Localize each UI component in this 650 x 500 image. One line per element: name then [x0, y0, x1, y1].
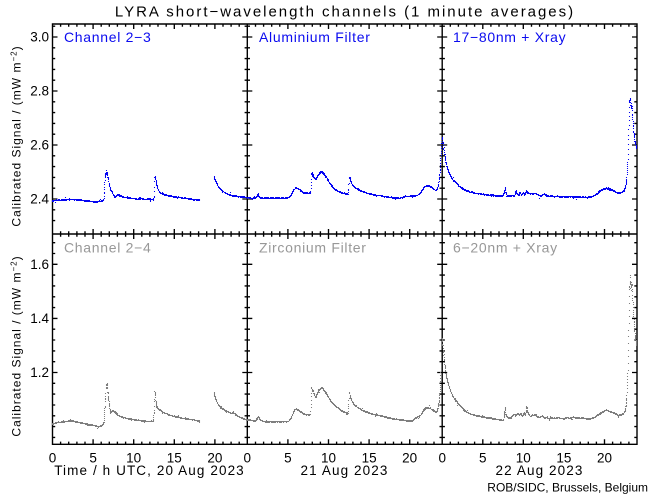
- svg-text:0: 0: [244, 451, 252, 466]
- svg-text:0: 0: [438, 451, 446, 466]
- svg-text:1.2: 1.2: [30, 365, 49, 380]
- svg-text:10: 10: [321, 451, 336, 466]
- svg-text:21 Aug 2023: 21 Aug 2023: [301, 463, 389, 478]
- svg-text:Aluminium Filter: Aluminium Filter: [259, 29, 371, 45]
- svg-text:20: 20: [402, 451, 417, 466]
- svg-text:Calibrated Signal / (mW m−2): Calibrated Signal / (mW m−2): [10, 255, 24, 436]
- svg-text:6−20nm + Xray: 6−20nm + Xray: [453, 240, 558, 256]
- svg-text:Channel 2−3: Channel 2−3: [64, 29, 152, 45]
- svg-text:1.6: 1.6: [30, 257, 49, 272]
- svg-text:Channel 2−4: Channel 2−4: [64, 240, 152, 256]
- svg-text:1.4: 1.4: [30, 311, 49, 326]
- svg-text:17−80nm + Xray: 17−80nm + Xray: [453, 29, 566, 45]
- svg-text:Calibrated Signal / (mW m−2): Calibrated Signal / (mW m−2): [10, 45, 24, 226]
- svg-text:2.6: 2.6: [30, 138, 49, 153]
- svg-text:5: 5: [479, 451, 487, 466]
- svg-text:Zirconium Filter: Zirconium Filter: [259, 240, 367, 256]
- svg-text:5: 5: [284, 451, 292, 466]
- svg-text:LYRA short−wavelength channels: LYRA short−wavelength channels (1 minute…: [115, 4, 575, 21]
- svg-text:20: 20: [207, 451, 222, 466]
- svg-text:2.4: 2.4: [30, 192, 49, 207]
- svg-text:22 Aug 2023: 22 Aug 2023: [496, 463, 584, 478]
- svg-text:10: 10: [516, 451, 531, 466]
- svg-text:0: 0: [49, 451, 57, 466]
- svg-text:20: 20: [597, 451, 612, 466]
- svg-text:15: 15: [556, 451, 571, 466]
- svg-text:3.0: 3.0: [30, 30, 49, 45]
- svg-text:Time / h UTC, 20 Aug 2023: Time / h UTC, 20 Aug 2023: [54, 463, 245, 478]
- svg-text:2.8: 2.8: [30, 84, 49, 99]
- svg-text:ROB/SIDC, Brussels, Belgium: ROB/SIDC, Brussels, Belgium: [487, 481, 648, 495]
- svg-text:15: 15: [362, 451, 377, 466]
- svg-text:10: 10: [126, 451, 141, 466]
- svg-text:5: 5: [89, 451, 97, 466]
- svg-text:15: 15: [167, 451, 182, 466]
